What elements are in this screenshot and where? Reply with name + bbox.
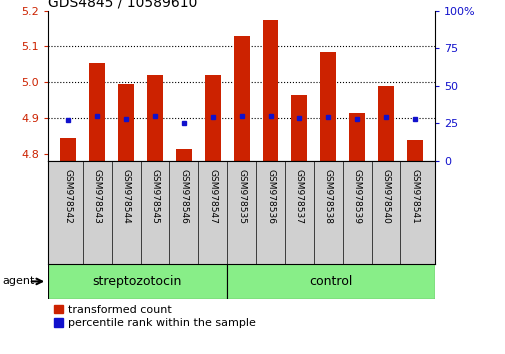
Bar	[176, 149, 191, 161]
Text: GSM978546: GSM978546	[179, 169, 188, 224]
Text: GSM978547: GSM978547	[208, 169, 217, 224]
Bar	[48, 264, 226, 299]
Text: GSM978540: GSM978540	[381, 169, 390, 224]
Bar	[118, 84, 134, 161]
Text: GSM978537: GSM978537	[294, 169, 304, 224]
Text: GSM978535: GSM978535	[237, 169, 245, 224]
Text: GSM978536: GSM978536	[266, 169, 274, 224]
Bar	[233, 36, 249, 161]
Bar	[89, 63, 105, 161]
Bar	[147, 75, 163, 161]
Text: GDS4845 / 10589610: GDS4845 / 10589610	[48, 0, 197, 10]
Bar	[226, 264, 434, 299]
Text: streptozotocin: streptozotocin	[92, 275, 182, 288]
Bar	[291, 95, 307, 161]
Text: GSM978543: GSM978543	[92, 169, 102, 224]
Text: GSM978541: GSM978541	[410, 169, 419, 224]
Bar	[320, 52, 335, 161]
Text: agent: agent	[3, 276, 35, 286]
Bar	[262, 19, 278, 161]
Bar	[60, 138, 76, 161]
Bar	[406, 139, 422, 161]
Text: GSM978544: GSM978544	[121, 169, 130, 224]
Legend: transformed count, percentile rank within the sample: transformed count, percentile rank withi…	[54, 305, 256, 328]
Text: GSM978539: GSM978539	[352, 169, 361, 224]
Bar	[205, 75, 220, 161]
Text: GSM978545: GSM978545	[150, 169, 159, 224]
Text: GSM978538: GSM978538	[323, 169, 332, 224]
Bar	[348, 113, 365, 161]
Text: GSM978542: GSM978542	[64, 169, 73, 224]
Bar	[377, 86, 393, 161]
Text: control: control	[309, 275, 352, 288]
